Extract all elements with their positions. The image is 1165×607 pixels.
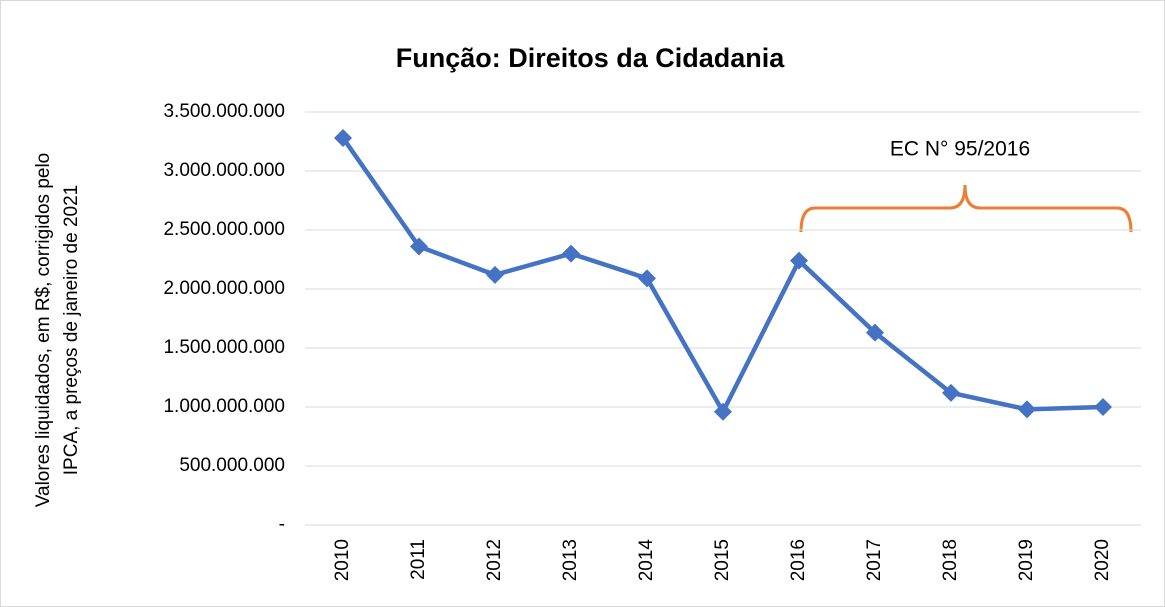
y-tick-label: 3.000.000.000 bbox=[163, 160, 285, 181]
x-tick-label: 2013 bbox=[560, 539, 581, 581]
y-tick-label: 1.000.000.000 bbox=[163, 396, 285, 417]
x-tick-label: 2011 bbox=[408, 539, 429, 580]
data-marker bbox=[790, 251, 808, 270]
data-marker bbox=[866, 323, 884, 342]
y-tick-label: 2.500.000.000 bbox=[163, 219, 285, 240]
y-tick-label: 1.500.000.000 bbox=[163, 337, 285, 358]
data-marker bbox=[638, 269, 656, 288]
x-tick-label: 2018 bbox=[940, 539, 961, 581]
data-marker bbox=[1094, 398, 1112, 416]
x-tick-label: 2019 bbox=[1016, 539, 1037, 581]
annotation-brace bbox=[799, 184, 1133, 233]
chart-title: Função: Direitos da Cidadania bbox=[396, 43, 786, 73]
y-axis-title: IPCA, a preços de janeiro de 2021 bbox=[61, 185, 82, 475]
x-tick-label: 2014 bbox=[636, 539, 657, 582]
y-tick-label: - bbox=[279, 514, 285, 535]
x-tick-label: 2010 bbox=[332, 539, 353, 581]
y-tick-label: 2.000.000.000 bbox=[163, 278, 285, 299]
data-marker bbox=[486, 265, 504, 284]
annotation: EC N° 95/2016 bbox=[890, 138, 1030, 161]
data-marker bbox=[410, 237, 428, 256]
data-marker bbox=[714, 402, 732, 421]
x-tick-label: 2016 bbox=[788, 539, 809, 581]
y-tick-label: 3.500.000.000 bbox=[163, 101, 285, 122]
x-tick-label: 2017 bbox=[864, 539, 885, 581]
x-tick-label: 2020 bbox=[1092, 539, 1113, 581]
x-tick-label: 2012 bbox=[484, 539, 505, 581]
data-marker bbox=[334, 128, 352, 147]
y-tick-label: 500.000.000 bbox=[179, 455, 285, 476]
data-marker bbox=[1018, 400, 1036, 419]
data-marker bbox=[942, 383, 960, 402]
data-marker bbox=[562, 244, 580, 263]
x-tick-label: 2015 bbox=[712, 539, 733, 581]
y-axis-title: Valores liquidados, em R$, corrigidos pe… bbox=[33, 153, 54, 508]
